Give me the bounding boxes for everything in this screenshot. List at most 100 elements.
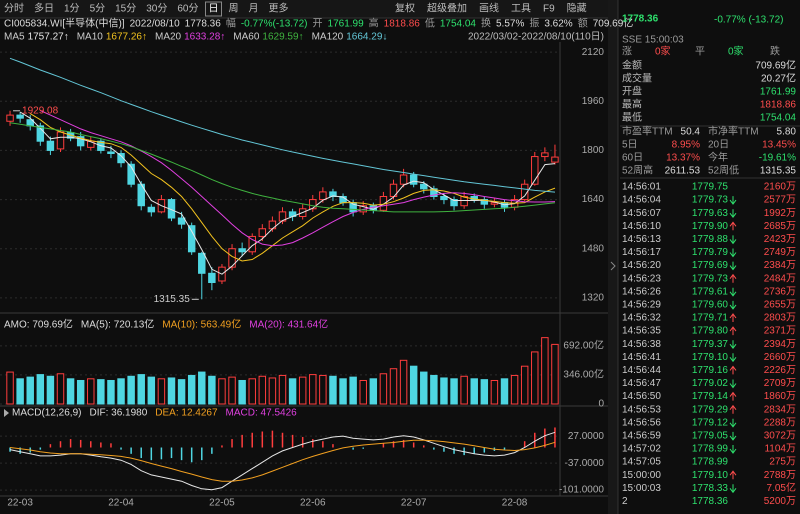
tick-volume: 2160万 <box>764 182 796 193</box>
header-item: 3.62% <box>544 19 572 30</box>
tick-arrow-up <box>729 273 737 283</box>
tick-time: 15:00:03 <box>622 483 661 494</box>
legend-item: DEA: 12.4267 <box>155 408 218 419</box>
tick-price: 1779.05 <box>692 431 729 442</box>
candle-body <box>117 153 125 164</box>
high-annotation: 1929.08 <box>22 105 59 116</box>
tick-time: 14:56:04 <box>622 195 661 206</box>
tick-price: 1779.10 <box>692 470 729 481</box>
tick-volume: 2685万 <box>764 221 796 232</box>
volume-bar <box>198 371 206 405</box>
tick-arrow-down <box>729 196 737 205</box>
legend-item: MA(20): 431.64亿 <box>249 318 328 331</box>
volume-bar <box>490 379 499 405</box>
tab[interactable]: 30分 <box>146 3 167 15</box>
stat-value: 20.27亿 <box>761 72 796 85</box>
volume-bar <box>76 379 85 405</box>
collapse-icon[interactable] <box>610 261 616 271</box>
tab[interactable]: 日 <box>209 4 219 15</box>
tab[interactable]: 更多 <box>269 2 289 15</box>
volume-bar <box>440 377 448 405</box>
tick-volume: 2371万 <box>764 326 796 337</box>
volume-bar <box>339 378 347 405</box>
tick-arrow-down <box>729 418 737 428</box>
volume-bar <box>460 375 468 405</box>
volume-bar <box>107 379 115 405</box>
tab[interactable]: 5分 <box>90 3 106 15</box>
tool[interactable]: 工具 <box>511 3 531 15</box>
volume-bar <box>56 373 65 405</box>
candle-body <box>248 235 256 253</box>
tab[interactable]: 分时 <box>4 3 24 15</box>
volume-bar <box>258 375 267 405</box>
volume-bar <box>238 379 246 405</box>
tab[interactable]: 月 <box>249 3 259 15</box>
tick-time: 15:00:00 <box>622 470 661 481</box>
tab[interactable]: 60分 <box>177 3 198 15</box>
tick-arrow-down <box>729 209 737 219</box>
tab[interactable]: 周 <box>229 3 239 15</box>
ma-line <box>40 110 556 247</box>
volume-bar <box>470 378 478 405</box>
y-tick-label: 1960 <box>582 96 605 107</box>
collapse-bar[interactable] <box>608 0 618 514</box>
tick-time: 14:56:59 <box>622 431 661 442</box>
ma-line <box>29 113 556 262</box>
low-annotation: 1315.35 <box>154 294 191 305</box>
volume-bar <box>480 379 489 405</box>
tick-volume: 2423万 <box>764 234 796 245</box>
tick-time: 14:56:56 <box>622 417 661 428</box>
tick-arrow-down <box>729 353 737 363</box>
tick-price: 1778.99 <box>692 444 729 455</box>
tab[interactable]: 15分 <box>115 3 136 15</box>
tick-volume: 2709万 <box>764 378 796 389</box>
candle-body <box>268 220 277 230</box>
tick-volume: 5200万 <box>764 496 796 507</box>
volume-bar <box>409 365 418 405</box>
header-item: 1754.04 <box>440 19 477 30</box>
tab[interactable]: 多日 <box>34 2 54 15</box>
volume-bar <box>228 376 236 405</box>
ratio-cell: 50.4 <box>681 127 701 138</box>
macd-line <box>9 431 556 491</box>
tick-arrow-down <box>729 484 737 494</box>
volume-bar <box>46 375 55 405</box>
candle-body <box>420 183 428 190</box>
tick-volume: 2736万 <box>764 286 796 297</box>
tab[interactable]: 1分 <box>64 3 80 15</box>
tool[interactable]: 复权 <box>395 2 415 15</box>
tick-price: 1779.88 <box>692 234 729 245</box>
volume-bar <box>248 378 256 405</box>
breadth-item: 跌 <box>770 45 780 58</box>
tick-time: 14:56:07 <box>622 208 661 219</box>
tick-volume: 2660万 <box>764 352 796 363</box>
tool[interactable]: F9 <box>543 4 555 15</box>
volume-bar <box>36 374 45 405</box>
tool[interactable]: 超级叠加 <box>427 2 467 15</box>
tick-price: 1779.12 <box>692 417 729 428</box>
volume-bar <box>399 359 408 405</box>
volume-bar <box>288 378 297 405</box>
candle-body <box>127 163 135 185</box>
legend-item: MACD(12,26,9) <box>12 408 81 419</box>
tick-price: 1779.73 <box>692 273 729 284</box>
breadth-item: 平 <box>695 47 705 58</box>
header-item: 振 <box>529 17 539 30</box>
volume-bar <box>541 337 549 405</box>
tick-price: 1779.75 <box>692 182 729 193</box>
breadth-item: 涨 <box>622 46 632 58</box>
volume-bar <box>531 351 539 405</box>
tick-volume: 2484万 <box>764 273 796 284</box>
header-item: 低 <box>425 17 435 30</box>
stat-value: 709.69亿 <box>755 59 796 72</box>
volume-bar <box>208 375 216 405</box>
expand-icon[interactable] <box>4 409 9 417</box>
tick-volume: 2288万 <box>764 417 796 428</box>
volume-bar <box>329 375 337 405</box>
tool[interactable]: 隐藏 <box>567 3 587 15</box>
tool[interactable]: 画线 <box>479 2 499 15</box>
ratio-cell: 52周低 <box>708 164 739 177</box>
tick-volume: 2749万 <box>764 247 796 258</box>
